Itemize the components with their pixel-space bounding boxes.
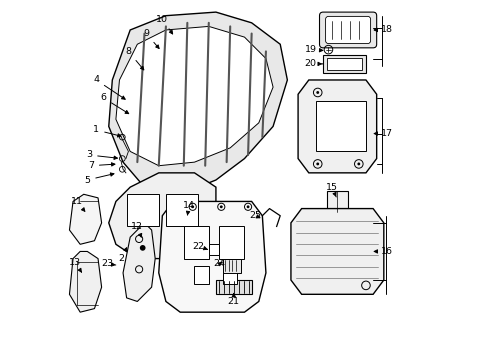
Polygon shape — [108, 173, 216, 258]
Bar — [326, 58, 362, 70]
Polygon shape — [159, 202, 265, 312]
Text: 7: 7 — [88, 161, 115, 170]
Text: 3: 3 — [86, 150, 117, 159]
Text: 18: 18 — [373, 26, 392, 35]
Text: 19: 19 — [304, 45, 322, 54]
Bar — [223, 258, 241, 273]
Bar — [183, 226, 208, 258]
Bar — [194, 266, 208, 284]
Circle shape — [316, 162, 319, 165]
Text: 4: 4 — [93, 76, 125, 99]
Text: 1: 1 — [93, 126, 121, 137]
Polygon shape — [69, 251, 102, 312]
Text: 9: 9 — [143, 29, 159, 49]
Polygon shape — [290, 208, 383, 294]
Circle shape — [246, 205, 249, 208]
Text: 17: 17 — [373, 129, 392, 138]
Text: 5: 5 — [84, 173, 114, 185]
Text: 8: 8 — [125, 47, 143, 70]
Text: 21: 21 — [227, 293, 239, 306]
Text: 22: 22 — [192, 242, 207, 251]
Circle shape — [357, 162, 360, 165]
Bar — [223, 266, 237, 284]
Text: 13: 13 — [69, 258, 81, 272]
Text: 6: 6 — [100, 93, 128, 114]
Bar — [165, 194, 198, 226]
Text: 11: 11 — [70, 197, 85, 211]
Bar — [219, 226, 244, 258]
Polygon shape — [69, 194, 102, 244]
Bar — [326, 191, 347, 212]
Bar — [126, 194, 159, 226]
Text: 10: 10 — [156, 15, 172, 34]
FancyBboxPatch shape — [325, 17, 370, 44]
Polygon shape — [116, 26, 272, 166]
Text: 12: 12 — [131, 222, 143, 237]
Circle shape — [140, 245, 145, 251]
Polygon shape — [298, 80, 376, 173]
Text: 14: 14 — [183, 201, 195, 215]
Bar — [216, 280, 251, 294]
FancyBboxPatch shape — [319, 12, 376, 48]
Text: 15: 15 — [325, 183, 337, 197]
Bar — [315, 102, 365, 152]
Circle shape — [220, 205, 222, 208]
Text: 16: 16 — [373, 247, 392, 256]
Polygon shape — [123, 223, 155, 301]
Text: 20: 20 — [304, 59, 322, 68]
Bar — [208, 244, 219, 255]
Text: 23: 23 — [101, 260, 116, 269]
Circle shape — [316, 91, 319, 94]
Text: 25: 25 — [249, 211, 261, 220]
Circle shape — [191, 205, 194, 208]
Bar — [323, 55, 365, 73]
Text: 24: 24 — [213, 260, 225, 269]
Polygon shape — [108, 12, 287, 194]
Text: 2: 2 — [118, 248, 126, 263]
